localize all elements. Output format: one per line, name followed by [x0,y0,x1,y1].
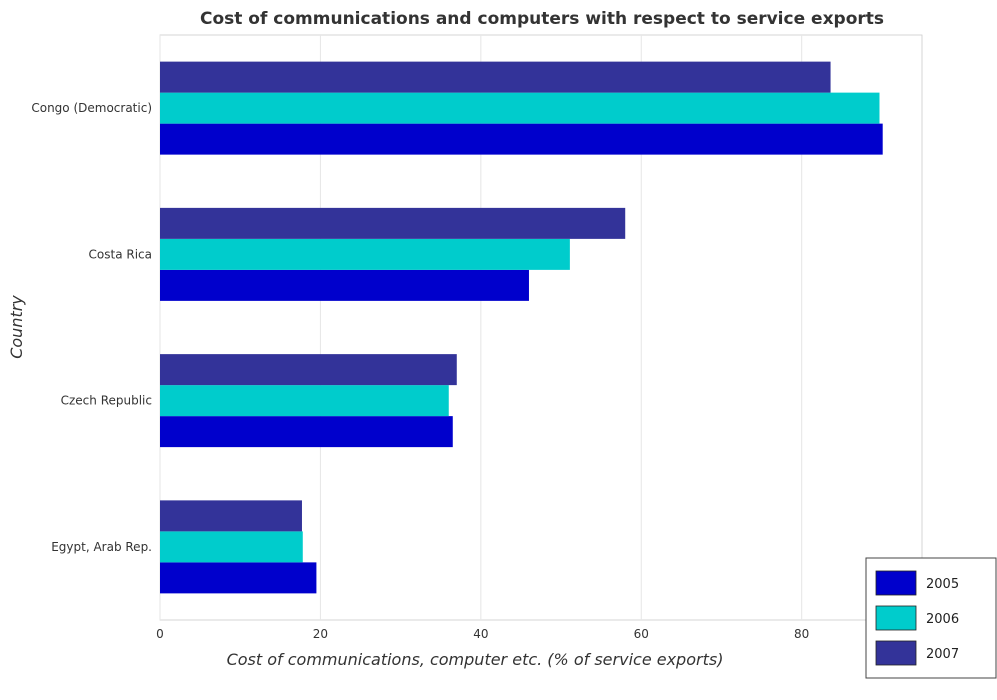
legend-label: 2006 [926,612,959,627]
x-tick-label: 0 [156,627,164,641]
x-tick-label: 40 [473,627,488,641]
bars [160,61,883,594]
bar-2007 [160,61,831,93]
bar-2006 [160,531,303,563]
x-tick-label: 20 [313,627,328,641]
y-tick-labels: Congo (Democratic) Costa Rica Czech Republ… [31,101,152,554]
y-tick-label: Congo (Democratic) [31,101,152,115]
bar-2005 [160,562,317,594]
x-tick-labels: 0 20 40 60 80 [156,627,809,641]
bar-2007 [160,354,457,386]
legend-swatch-2005 [875,570,917,596]
x-tick-label: 60 [634,627,649,641]
chart-title: Cost of communications and computers wit… [200,9,884,29]
bar-2007 [160,500,302,532]
y-axis-title: Country [7,295,26,359]
x-tick-label: 80 [794,627,809,641]
legend-swatch-2007 [875,640,917,666]
bar-2005 [160,269,529,301]
bar-2006 [160,238,570,270]
bar-2006 [160,385,449,417]
legend-label: 2007 [926,647,959,662]
y-tick-label: Czech Republic [61,394,152,408]
bar-2006 [160,92,880,124]
legend-swatch-2006 [875,605,917,631]
x-axis-title: Cost of communications, computer etc. (%… [227,650,724,669]
bar-2007 [160,207,626,239]
y-tick-label: Costa Rica [89,247,152,261]
bar-2005 [160,123,883,155]
bar-2005 [160,416,453,448]
y-tick-label: Egypt, Arab Rep. [51,540,152,554]
legend-label: 2005 [926,577,959,592]
legend: 2005 2006 2007 [865,557,997,679]
